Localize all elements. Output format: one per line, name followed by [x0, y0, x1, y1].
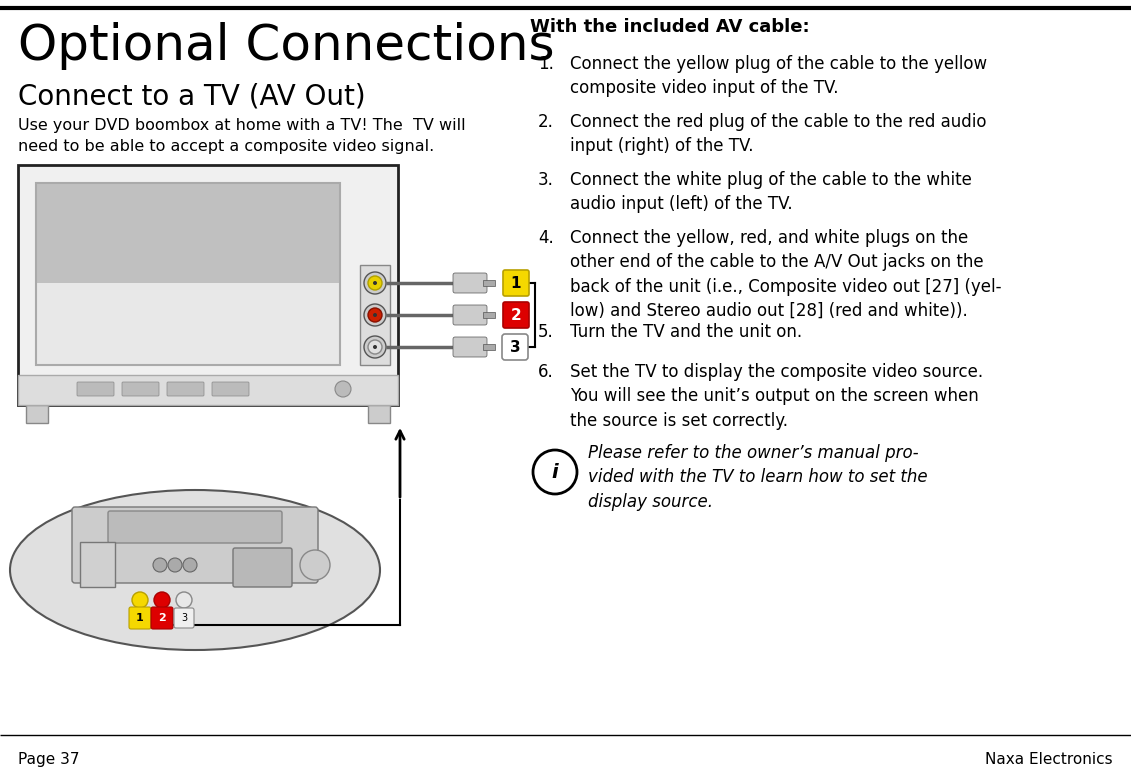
Circle shape: [176, 592, 192, 608]
FancyBboxPatch shape: [18, 165, 398, 405]
FancyBboxPatch shape: [167, 382, 204, 396]
Ellipse shape: [10, 490, 380, 650]
FancyBboxPatch shape: [503, 302, 529, 328]
FancyBboxPatch shape: [211, 382, 249, 396]
Text: 4.: 4.: [538, 229, 554, 247]
FancyBboxPatch shape: [454, 337, 487, 357]
Bar: [36, 183, 340, 283]
Bar: [483, 312, 495, 318]
Circle shape: [373, 313, 377, 317]
FancyBboxPatch shape: [233, 548, 292, 587]
FancyBboxPatch shape: [454, 305, 487, 325]
Text: 1: 1: [136, 613, 144, 623]
Circle shape: [169, 558, 182, 572]
Circle shape: [373, 345, 377, 349]
Bar: [18, 375, 398, 405]
Circle shape: [300, 550, 330, 580]
Circle shape: [368, 340, 382, 354]
FancyBboxPatch shape: [503, 270, 529, 296]
Bar: [360, 265, 390, 365]
Circle shape: [335, 381, 351, 397]
Circle shape: [373, 281, 377, 285]
Circle shape: [368, 308, 382, 322]
Text: Set the TV to display the composite video source.
You will see the unit’s output: Set the TV to display the composite vide…: [570, 363, 983, 430]
Circle shape: [364, 304, 386, 326]
FancyBboxPatch shape: [174, 608, 195, 628]
Circle shape: [533, 450, 577, 494]
Text: Optional Connections: Optional Connections: [18, 22, 554, 70]
Circle shape: [132, 592, 148, 608]
Bar: [80, 542, 115, 587]
Circle shape: [183, 558, 197, 572]
Text: 3: 3: [510, 339, 520, 355]
FancyBboxPatch shape: [107, 511, 282, 543]
Circle shape: [154, 592, 170, 608]
Text: 1.: 1.: [538, 55, 554, 73]
Text: 3.: 3.: [538, 171, 554, 189]
Text: Connect to a TV (AV Out): Connect to a TV (AV Out): [18, 82, 365, 110]
Text: Connect the red plug of the cable to the red audio
input (right) of the TV.: Connect the red plug of the cable to the…: [570, 113, 986, 155]
FancyBboxPatch shape: [454, 273, 487, 293]
Text: Naxa Electronics: Naxa Electronics: [985, 752, 1113, 767]
Bar: [36, 183, 340, 365]
Text: 3: 3: [181, 613, 187, 623]
Circle shape: [368, 276, 382, 290]
Text: Connect the yellow plug of the cable to the yellow
composite video input of the : Connect the yellow plug of the cable to …: [570, 55, 987, 97]
Text: Connect the yellow, red, and white plugs on the
other end of the cable to the A/: Connect the yellow, red, and white plugs…: [570, 229, 1001, 320]
Bar: [18, 375, 398, 405]
Text: 1: 1: [511, 275, 521, 291]
FancyBboxPatch shape: [122, 382, 159, 396]
Bar: [483, 280, 495, 286]
FancyBboxPatch shape: [502, 334, 528, 360]
Text: Turn the TV and the unit on.: Turn the TV and the unit on.: [570, 323, 802, 341]
Text: 2: 2: [158, 613, 166, 623]
Text: i: i: [552, 462, 559, 482]
Bar: [368, 405, 390, 423]
Text: Connect the white plug of the cable to the white
audio input (left) of the TV.: Connect the white plug of the cable to t…: [570, 171, 972, 213]
Circle shape: [364, 272, 386, 294]
Text: Use your DVD boombox at home with a TV! The  TV will
need to be able to accept a: Use your DVD boombox at home with a TV! …: [18, 118, 466, 154]
Text: 2: 2: [510, 308, 521, 322]
Bar: [36, 283, 340, 365]
FancyBboxPatch shape: [72, 507, 318, 583]
Circle shape: [153, 558, 167, 572]
Bar: [26, 405, 48, 423]
FancyBboxPatch shape: [152, 607, 173, 629]
FancyBboxPatch shape: [129, 607, 152, 629]
Circle shape: [364, 336, 386, 358]
FancyBboxPatch shape: [77, 382, 114, 396]
Text: 6.: 6.: [538, 363, 554, 381]
Text: 5.: 5.: [538, 323, 554, 341]
Text: With the included AV cable:: With the included AV cable:: [530, 18, 810, 36]
Text: 2.: 2.: [538, 113, 554, 131]
Text: Please refer to the owner’s manual pro-
vided with the TV to learn how to set th: Please refer to the owner’s manual pro- …: [588, 444, 927, 511]
Bar: [483, 344, 495, 350]
Text: Page 37: Page 37: [18, 752, 79, 767]
